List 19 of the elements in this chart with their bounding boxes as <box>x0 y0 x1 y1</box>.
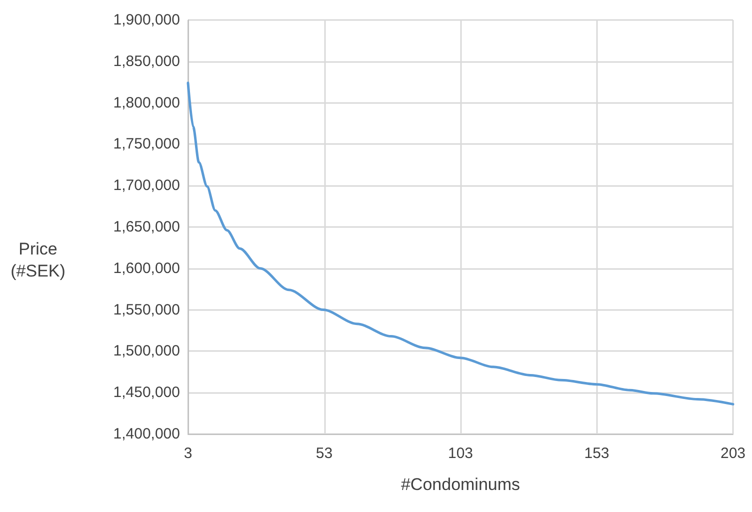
x-tick-label: 53 <box>316 445 333 462</box>
y-tick-label: 1,450,000 <box>113 384 180 402</box>
y-tick-label: 1,700,000 <box>113 177 180 194</box>
x-tick-label: 3 <box>184 445 192 462</box>
y-tick-label: 1,900,000 <box>113 12 180 28</box>
y-tick-label: 1,850,000 <box>113 52 180 70</box>
y-axis-title: Price (#SEK) <box>10 240 66 280</box>
x-tick-label: 153 <box>584 445 610 462</box>
y-tick-label: 1,400,000 <box>113 426 180 442</box>
y-tick-label: 1,500,000 <box>113 342 180 360</box>
x-axis-title: #Condominums <box>400 475 520 494</box>
x-tick-label: 203 <box>720 445 746 462</box>
y-tick-label: 1,750,000 <box>113 136 180 153</box>
line-series <box>186 82 734 406</box>
y-tick-label: 1,550,000 <box>113 301 180 318</box>
y-tick-label: 1,600,000 <box>113 260 180 277</box>
x-tick-label: 103 <box>448 445 474 462</box>
y-tick-label: 1,650,000 <box>113 218 180 236</box>
y-tick-label: 1,800,000 <box>113 94 180 112</box>
